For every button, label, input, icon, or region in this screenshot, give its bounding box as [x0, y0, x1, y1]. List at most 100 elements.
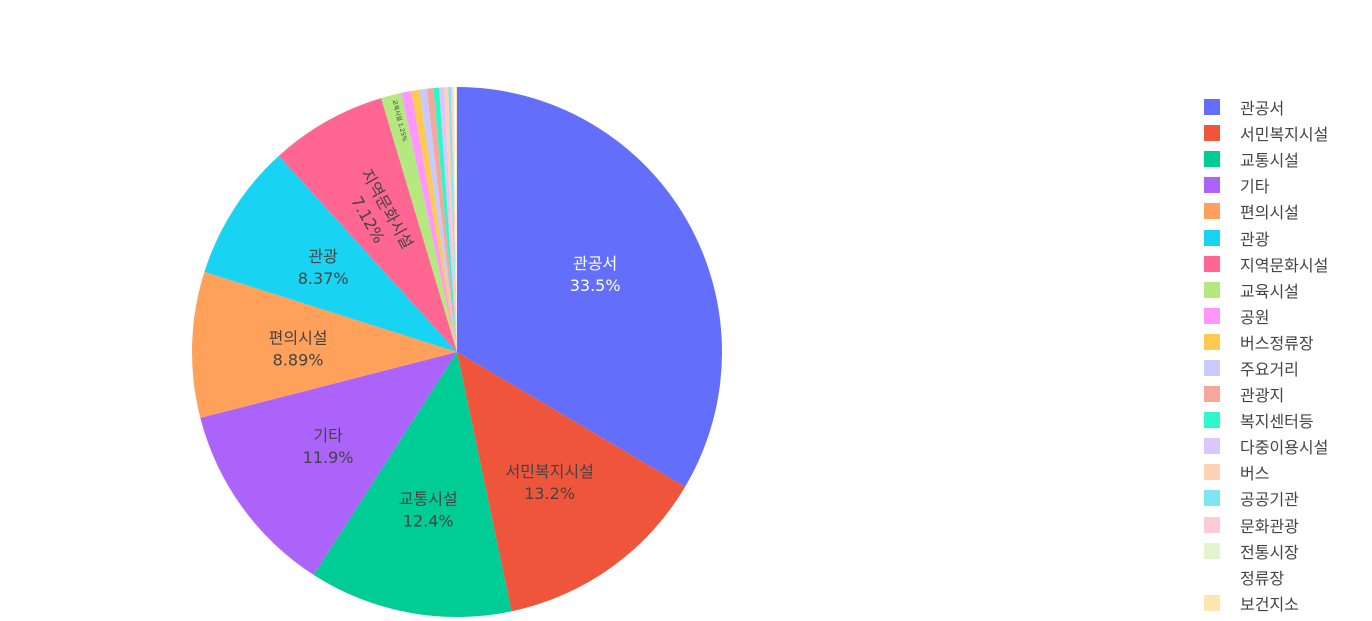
legend-swatch — [1204, 490, 1220, 507]
legend-label: 주요거리 — [1240, 359, 1299, 379]
pie-slice[interactable] — [278, 98, 457, 352]
legend-item[interactable]: 정류장 — [1196, 564, 1366, 590]
legend-swatch — [1204, 333, 1220, 350]
pie-slice[interactable] — [313, 352, 512, 617]
pie-slice-label: 서민복지시설 13.2% — [505, 462, 593, 503]
legend: 관공서 서민복지시설 교통시설 기타 편의시설 관광 지역문화시설 교육시설 공원 버스정류장 주요… — [1196, 94, 1366, 616]
slice-percent-label: 8.89% — [273, 351, 324, 370]
legend-label: 교육시설 — [1240, 281, 1299, 301]
legend-item[interactable]: 관광 — [1196, 224, 1366, 250]
pie-slice[interactable] — [452, 87, 457, 352]
legend-label: 교통시설 — [1240, 151, 1299, 171]
legend-item[interactable]: 공공기관 — [1196, 485, 1366, 511]
pie-slice[interactable] — [192, 271, 457, 418]
legend-swatch — [1204, 307, 1220, 324]
legend-label: 지역문화시설 — [1240, 255, 1329, 275]
legend-swatch — [1204, 255, 1220, 272]
legend-swatch — [1204, 386, 1220, 403]
legend-item[interactable]: 주요거리 — [1196, 355, 1366, 381]
legend-item[interactable]: 교통시설 — [1196, 146, 1366, 172]
pie-slice-labels: 관공서 33.5% 서민복지시설 13.2% 교통시설 12.4% 기타 11.9% 편의시설 8… — [269, 99, 621, 531]
legend-swatch — [1204, 203, 1220, 220]
legend-label: 기타 — [1240, 177, 1270, 197]
slice-percent-label: 33.5% — [570, 276, 621, 295]
legend-item[interactable]: 버스정류장 — [1196, 329, 1366, 355]
legend-label: 버스정류장 — [1240, 333, 1314, 353]
pie-slices — [192, 87, 722, 617]
pie-slice[interactable] — [454, 87, 457, 352]
legend-swatch — [1204, 464, 1220, 481]
legend-item[interactable]: 공원 — [1196, 303, 1366, 329]
legend-swatch — [1204, 281, 1220, 298]
legend-item[interactable]: 전통시장 — [1196, 538, 1366, 564]
legend-item[interactable]: 다중이용시설 — [1196, 433, 1366, 459]
legend-item[interactable]: 버스 — [1196, 459, 1366, 485]
legend-swatch — [1204, 177, 1220, 194]
pie-slice-label: 관공서 33.5% — [570, 254, 621, 295]
pie-slice[interactable] — [457, 87, 722, 487]
legend-label: 문화관광 — [1240, 516, 1299, 536]
legend-item[interactable]: 보건지소 — [1196, 590, 1366, 616]
pie-slice[interactable] — [426, 88, 457, 353]
slice-name-label: 서민복지시설 — [505, 462, 593, 481]
legend-label: 서민복지시설 — [1240, 125, 1329, 145]
slice-percent-label: 11.9% — [303, 448, 354, 467]
legend-swatch — [1204, 125, 1220, 142]
legend-item[interactable]: 관광지 — [1196, 381, 1366, 407]
pie-slice[interactable] — [450, 87, 457, 353]
legend-item[interactable]: 지역문화시설 — [1196, 251, 1366, 277]
legend-swatch — [1204, 412, 1220, 429]
legend-label: 버스 — [1240, 464, 1270, 484]
pie-slice-label: 교통시설 12.4% — [399, 489, 458, 530]
slice-percent-label: 8.37% — [298, 269, 349, 288]
legend-label: 관광지 — [1240, 386, 1285, 406]
legend-item[interactable]: 관공서 — [1196, 94, 1366, 120]
slice-name-label: 기타 — [313, 426, 343, 445]
legend-label: 정류장 — [1240, 568, 1285, 588]
legend-swatch — [1204, 151, 1220, 168]
legend-label: 공원 — [1240, 307, 1270, 327]
legend-label: 공공기관 — [1240, 490, 1299, 510]
pie-slice[interactable] — [401, 91, 457, 353]
pie-slice[interactable] — [381, 92, 457, 352]
legend-label: 복지센터등 — [1240, 412, 1314, 432]
legend-swatch — [1204, 99, 1220, 116]
legend-item[interactable]: 편의시설 — [1196, 198, 1366, 224]
slice-name-label: 편의시설 — [269, 329, 328, 348]
slice-name-label: 교통시설 — [399, 489, 458, 508]
pie-slice[interactable] — [200, 352, 458, 575]
legend-swatch — [1204, 438, 1220, 455]
pie-slice[interactable] — [419, 88, 457, 353]
pie-slice-label: 기타 11.9% — [303, 426, 354, 467]
pie-slice[interactable] — [411, 89, 457, 352]
legend-label: 보건지소 — [1240, 594, 1299, 614]
slice-percent-label: 12.4% — [403, 511, 454, 530]
legend-label: 전통시장 — [1240, 542, 1299, 562]
legend-item[interactable]: 문화관광 — [1196, 512, 1366, 538]
legend-item[interactable]: 서민복지시설 — [1196, 120, 1366, 146]
legend-swatch — [1204, 568, 1220, 585]
slice-name-label: 관공서 — [573, 254, 617, 273]
pie-slice[interactable] — [448, 87, 457, 353]
legend-label: 관공서 — [1240, 99, 1285, 119]
slice-percent-label: 13.2% — [524, 484, 575, 503]
legend-item[interactable]: 기타 — [1196, 172, 1366, 198]
legend-swatch — [1204, 542, 1220, 559]
legend-item[interactable]: 교육시설 — [1196, 277, 1366, 303]
pie-slice[interactable] — [444, 87, 457, 353]
pie-slice-label: 관광 8.37% — [298, 247, 349, 288]
pie-slice[interactable] — [439, 87, 457, 352]
pie-slice[interactable] — [455, 87, 457, 352]
pie-slice[interactable] — [433, 87, 457, 352]
legend-label: 다중이용시설 — [1240, 438, 1329, 458]
pie-slice-label: 편의시설 8.89% — [269, 329, 328, 370]
slice-name-label: 관광 — [308, 247, 338, 266]
legend-item[interactable]: 복지센터등 — [1196, 407, 1366, 433]
legend-label: 관광 — [1240, 229, 1270, 249]
pie-slice[interactable] — [457, 352, 686, 612]
legend-swatch — [1204, 594, 1220, 611]
pie-slice[interactable] — [204, 155, 457, 352]
legend-label: 편의시설 — [1240, 203, 1299, 223]
